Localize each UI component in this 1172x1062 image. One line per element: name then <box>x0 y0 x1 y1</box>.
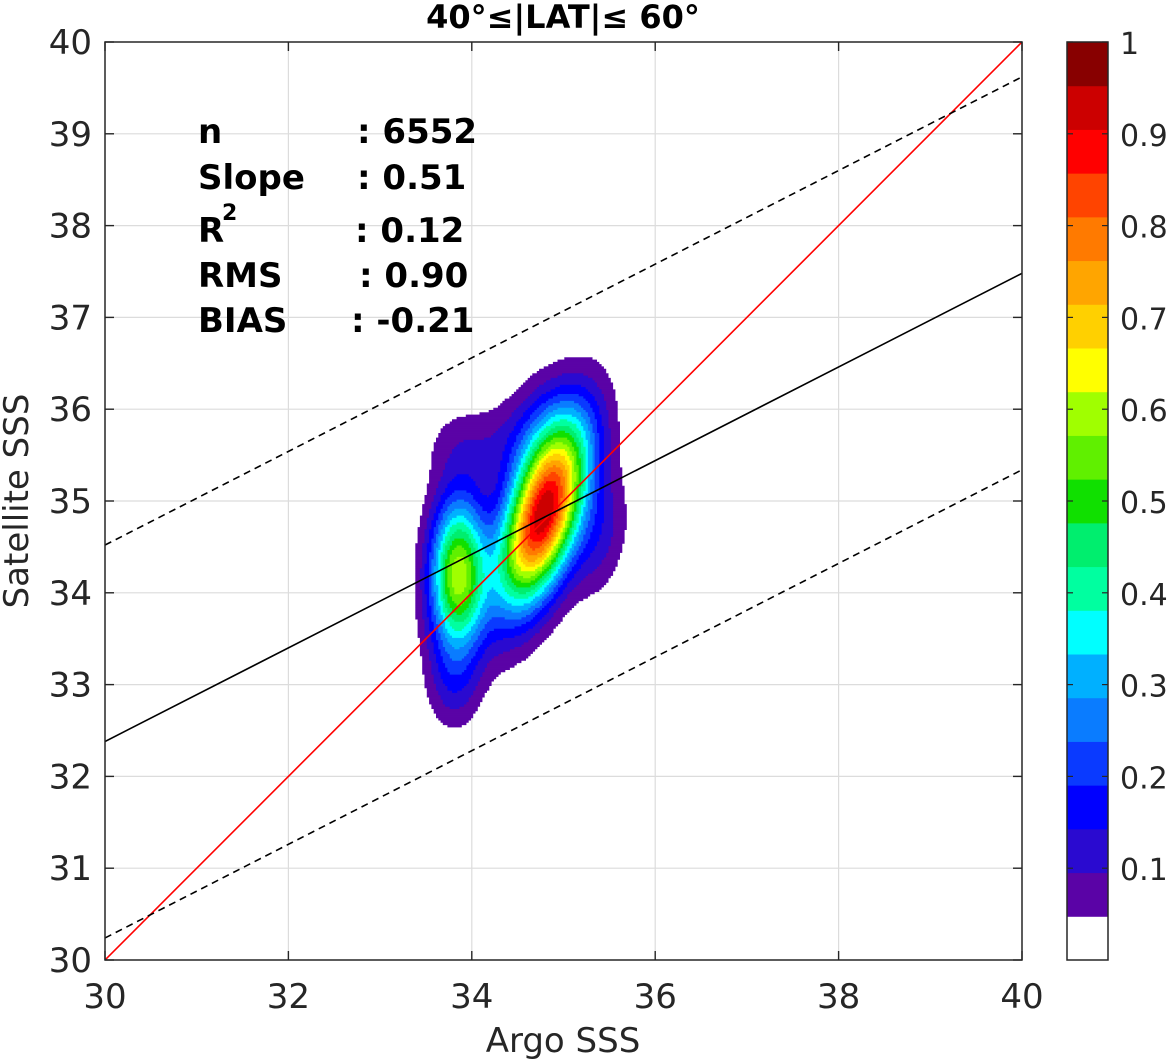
colorbar-tick-label: 0.6 <box>1120 394 1168 429</box>
one-to-one-line <box>105 42 1022 960</box>
colorbar-tick-labels: 0.1 0.2 0.3 0.4 0.5 0.6 0.7 0.8 0.9 1 <box>1120 27 1168 888</box>
stat-bias-label: BIAS <box>198 301 287 341</box>
colorbar-swatch <box>1067 348 1108 393</box>
colorbar-tick-label: 0.1 <box>1120 853 1168 888</box>
x-tick-label: 30 <box>83 977 126 1017</box>
x-axis-label: Argo SSS <box>486 1021 641 1061</box>
stat-r2-label: R <box>198 211 224 251</box>
stat-n-value: : 6552 <box>357 112 477 152</box>
colorbar-swatch <box>1067 916 1108 961</box>
stat-slope-value: : 0.51 <box>357 158 466 198</box>
fit-line <box>105 272 1022 743</box>
stat-r2-value: : 0.12 <box>355 211 464 251</box>
colorbar-swatch <box>1067 566 1108 611</box>
colorbar-tick-label: 0.3 <box>1120 670 1168 705</box>
y-tick-label: 37 <box>49 298 92 338</box>
colorbar-swatch <box>1067 129 1108 174</box>
colorbar-swatch <box>1067 216 1108 262</box>
x-tick-label: 40 <box>1000 977 1043 1017</box>
colorbar-swatch <box>1067 479 1108 524</box>
colorbar-swatch <box>1067 435 1108 480</box>
stat-rms-label: RMS <box>198 256 283 296</box>
stat-slope-label: Slope <box>198 158 305 198</box>
colorbar <box>1067 41 1108 961</box>
stat-rms-value: : 0.90 <box>359 256 468 296</box>
fit-lower-line <box>105 469 1022 939</box>
y-tick-label: 31 <box>49 849 92 889</box>
colorbar-tick-label: 0.9 <box>1120 119 1168 154</box>
y-tick-label: 38 <box>49 207 92 247</box>
density-contours <box>415 357 627 728</box>
colorbar-swatch <box>1067 872 1108 917</box>
fit-upper-line <box>105 76 1022 546</box>
contour-band <box>534 490 554 535</box>
stat-n-label: n <box>198 112 222 152</box>
y-tick-label: 40 <box>49 23 92 63</box>
colorbar-tick-label: 0.5 <box>1120 486 1168 521</box>
stats-box: n : 6552 Slope : 0.51 R 2 : 0.12 RMS : 0… <box>198 112 477 341</box>
colorbar-swatch <box>1067 173 1108 218</box>
colorbar-swatch <box>1067 260 1108 305</box>
y-tick-label: 32 <box>49 757 92 797</box>
colorbar-swatch <box>1067 42 1108 87</box>
x-tick-label: 38 <box>817 977 860 1017</box>
colorbar-swatch <box>1067 654 1108 699</box>
colorbar-tick-label: 0.2 <box>1120 761 1168 796</box>
reference-lines <box>105 42 1022 960</box>
x-tick-label: 36 <box>634 977 677 1017</box>
x-tick-label: 34 <box>450 977 493 1017</box>
colorbar-swatch <box>1067 522 1108 568</box>
y-tick-labels: 30 31 32 33 34 35 36 37 38 39 40 <box>49 23 92 981</box>
y-tick-label: 34 <box>49 574 92 614</box>
axis-ticks <box>104 41 1023 961</box>
colorbar-swatch <box>1067 304 1108 349</box>
colorbar-tick-label: 0.8 <box>1120 211 1168 246</box>
colorbar-frame <box>1066 41 1109 961</box>
y-tick-label: 35 <box>49 482 92 522</box>
colorbar-swatch <box>1067 391 1108 436</box>
y-tick-label: 39 <box>49 115 92 155</box>
colorbar-swatch <box>1067 785 1108 830</box>
chart-title: 40°≤|LAT|≤ 60° <box>426 0 700 37</box>
colorbar-swatch <box>1067 828 1108 874</box>
y-axis-label: Satellite SSS <box>0 394 37 609</box>
colorbar-swatch <box>1067 85 1108 130</box>
x-tick-label: 32 <box>267 977 310 1017</box>
y-tick-label: 36 <box>49 390 92 430</box>
stat-r2-superscript: 2 <box>222 201 237 226</box>
colorbar-swatch <box>1067 741 1108 786</box>
y-tick-label: 30 <box>49 941 92 981</box>
colorbar-swatch <box>1067 610 1108 655</box>
colorbar-tick-label: 0.7 <box>1120 302 1168 337</box>
y-tick-label: 33 <box>49 666 92 706</box>
colorbar-swatch <box>1067 697 1108 742</box>
stat-bias-value: : -0.21 <box>351 301 474 341</box>
x-tick-labels: 30 32 34 36 38 40 <box>83 977 1043 1017</box>
colorbar-tick-label: 1 <box>1120 27 1139 62</box>
colorbar-tick-label: 0.4 <box>1120 578 1168 613</box>
